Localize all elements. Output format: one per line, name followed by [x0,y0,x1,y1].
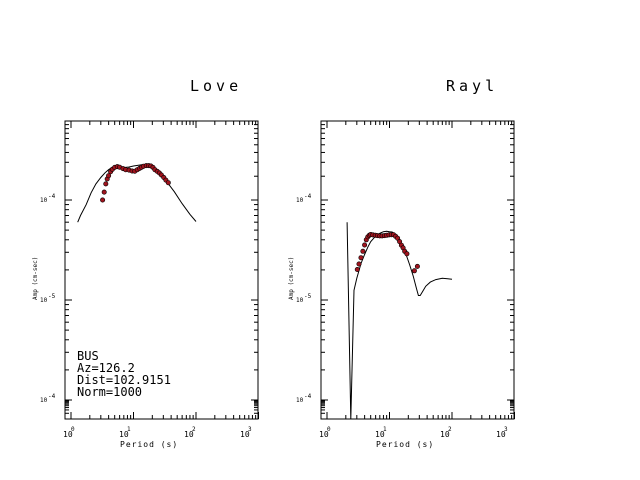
rayl-observed-point [414,263,420,269]
rayl-ylabel: Amp (cm-sec) [288,257,295,300]
rayl-ytick-1-exp: -5 [304,293,312,300]
love-observed-point [100,197,106,203]
rayl-observed-point [411,268,417,274]
love-xtick-0-base: 10 [63,430,73,439]
rayl-observed-point [360,248,366,254]
rayl-xtick-2-exp: 2 [448,426,452,433]
love-xtick-3-base: 10 [240,430,250,439]
rayl-xtick-3-base: 10 [496,430,506,439]
rayl-xtick-2-base: 10 [440,430,450,439]
rayl-observed-points [354,232,420,274]
distance-label: Dist=102.9151 [77,373,171,387]
rayl-title: Rayl [446,77,498,95]
love-observed-point [165,180,171,186]
rayl-ytick-2-exp: -4 [304,393,312,400]
love-axis-ticks [65,121,259,419]
rayl-xtick-0-base: 10 [319,430,329,439]
love-xtick-2-exp: 2 [192,426,196,433]
rayl-observed-point [404,251,410,257]
love-ytick-1-base: 10 [40,297,48,304]
rayl-xtick-3-exp: 3 [504,426,508,433]
love-ytick-2-base: 10 [40,397,48,404]
rayl-observed-point [358,255,364,261]
love-ytick-0-exp: -4 [48,193,56,200]
love-xlabel: Period (s) [120,440,178,449]
rayl-xtick-1-base: 10 [375,430,385,439]
love-ylabel: Amp (cm-sec) [32,257,39,300]
love-xtick-2-base: 10 [184,430,194,439]
rayl-observed-point [362,242,368,248]
love-ytick-1-exp: -5 [48,293,56,300]
rayl-xtick-1-exp: 1 [383,426,387,433]
rayl-xtick-0-exp: 0 [327,426,331,433]
love-synthetic-curve [77,164,197,223]
love-observed-point [106,173,112,179]
rayl-axis-ticks [321,121,515,419]
love-xtick-3-exp: 3 [248,426,252,433]
love-xtick-1-base: 10 [119,430,129,439]
love-observed-points [100,163,171,203]
norm-label: Norm=1000 [77,385,142,399]
love-ytick-0-base: 10 [40,197,48,204]
love-xtick-1-exp: 1 [127,426,131,433]
rayl-panel: Rayl 10 0 10 1 10 2 10 3 10 -4 10 -5 10 … [288,77,515,449]
rayl-observed-point [356,261,362,267]
love-panel: Love 10 0 10 1 10 2 10 3 10 -4 10 -5 10 … [32,77,259,449]
love-observed-point [101,189,107,195]
rayl-ytick-0-exp: -4 [304,193,312,200]
rayl-observed-point [354,266,360,272]
love-title: Love [190,77,242,95]
station-name: BUS [77,349,99,363]
rayl-ytick-0-base: 10 [296,197,304,204]
rayl-xlabel: Period (s) [376,440,434,449]
love-xtick-0-exp: 0 [71,426,75,433]
love-observed-point [103,181,109,187]
rayl-ytick-2-base: 10 [296,397,304,404]
azimuth-label: Az=126.2 [77,361,135,375]
love-ytick-2-exp: -4 [48,393,56,400]
rayl-ytick-1-base: 10 [296,297,304,304]
